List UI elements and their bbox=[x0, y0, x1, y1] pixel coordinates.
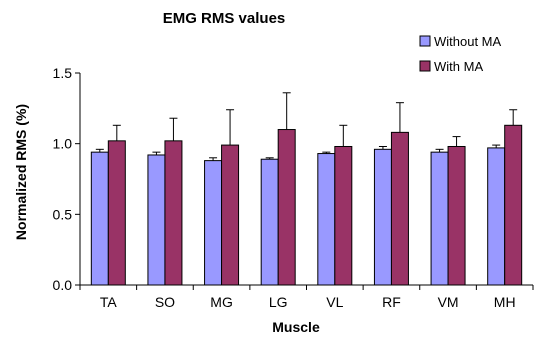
bar-with-ma-ta bbox=[107, 140, 126, 286]
legend-swatch-with-ma bbox=[419, 60, 431, 72]
bar-with-ma-mh bbox=[504, 124, 523, 286]
x-tick-label: MH bbox=[494, 294, 516, 310]
bar-without-ma-so bbox=[147, 154, 166, 286]
bar-with-ma-mg bbox=[221, 144, 240, 286]
legend-label-with-ma: With MA bbox=[434, 59, 483, 74]
bar-without-ma-vl bbox=[317, 153, 336, 286]
legend-label-without-ma: Without MA bbox=[434, 34, 502, 49]
bar-without-ma-ta bbox=[90, 151, 109, 286]
x-tick-label: MG bbox=[210, 294, 233, 310]
plot-area: 0.0 0.5 1.0 1.5 TA SO MG LG VL RF VM MH bbox=[53, 65, 534, 310]
y-tick-label: 1.0 bbox=[53, 136, 73, 152]
x-tick-label: VL bbox=[326, 294, 343, 310]
bar-with-ma-vl bbox=[334, 145, 353, 286]
x-tick-label: RF bbox=[382, 294, 401, 310]
x-tick-label: LG bbox=[269, 294, 288, 310]
y-tick-label: 1.5 bbox=[53, 65, 73, 81]
bar-with-ma-lg bbox=[277, 129, 296, 286]
bar-with-ma-rf bbox=[390, 131, 409, 286]
x-tick-label: VM bbox=[438, 294, 459, 310]
x-tick-label: TA bbox=[100, 294, 118, 310]
bar-without-ma-rf bbox=[373, 148, 392, 286]
bar-with-ma-vm bbox=[447, 145, 466, 286]
x-axis-title: Muscle bbox=[272, 319, 320, 335]
bar-without-ma-vm bbox=[430, 151, 449, 286]
y-axis-title: Normalized RMS (%) bbox=[13, 104, 29, 240]
bar-without-ma-lg bbox=[260, 158, 279, 286]
legend-swatch-without-ma bbox=[419, 35, 431, 47]
legend: Without MA With MA bbox=[419, 34, 502, 74]
chart-title: EMG RMS values bbox=[163, 10, 286, 27]
y-tick-label: 0.0 bbox=[53, 277, 73, 293]
bar-with-ma-so bbox=[164, 140, 183, 286]
bar-without-ma-mh bbox=[487, 147, 506, 286]
y-tick-label: 0.5 bbox=[53, 206, 73, 222]
bar-without-ma-mg bbox=[204, 160, 223, 286]
x-tick-label: SO bbox=[155, 294, 175, 310]
